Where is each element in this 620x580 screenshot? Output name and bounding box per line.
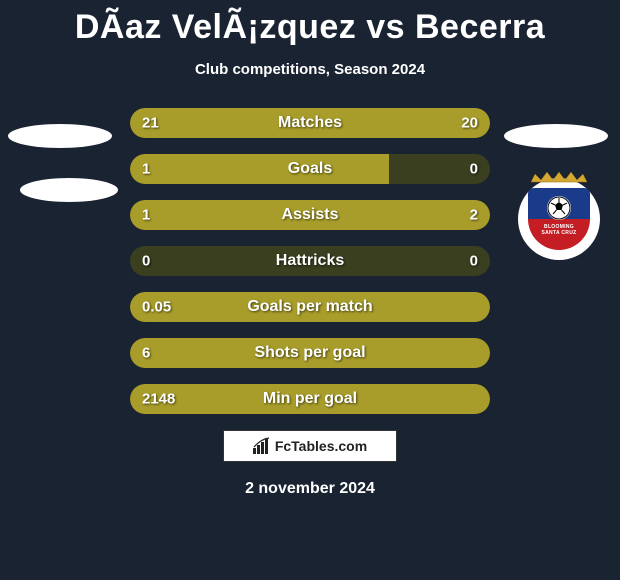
stat-label: Assists <box>282 206 339 224</box>
stat-label: Matches <box>278 114 342 132</box>
brand-text: FcTables.com <box>275 438 367 454</box>
brand-card: FcTables.com <box>223 430 397 462</box>
stat-value-left: 1 <box>142 207 150 224</box>
stat-bar-shots-per-goal: 6 Shots per goal <box>130 338 490 368</box>
stat-value-right: 2 <box>470 207 478 224</box>
stat-label: Goals <box>288 160 332 178</box>
stat-value-left: 0.05 <box>142 299 171 316</box>
stat-value-right: 0 <box>470 161 478 178</box>
stat-value-right: 0 <box>470 253 478 270</box>
stat-bars: 21 Matches 20 1 Goals 0 1 Assists 2 <box>0 108 620 414</box>
stat-value-right: 20 <box>461 115 478 132</box>
stat-value-left: 21 <box>142 115 159 132</box>
stat-label: Hattricks <box>276 252 344 270</box>
stat-bar-hattricks: 0 Hattricks 0 <box>130 246 490 276</box>
bar-chart-icon <box>253 437 271 455</box>
stat-value-left: 6 <box>142 345 150 362</box>
stat-label: Goals per match <box>247 298 372 316</box>
stat-value-left: 1 <box>142 161 150 178</box>
page-title: DÃ­az VelÃ¡zquez vs Becerra <box>75 8 545 47</box>
page-subtitle: Club competitions, Season 2024 <box>195 61 425 78</box>
stat-bar-assists: 1 Assists 2 <box>130 200 490 230</box>
stat-value-left: 0 <box>142 253 150 270</box>
comparison-infographic: DÃ­az VelÃ¡zquez vs Becerra Club competi… <box>0 0 620 580</box>
stat-bar-goals-per-match: 0.05 Goals per match <box>130 292 490 322</box>
date-label: 2 november 2024 <box>245 480 375 498</box>
stat-bar-goals: 1 Goals 0 <box>130 154 490 184</box>
stat-bar-matches: 21 Matches 20 <box>130 108 490 138</box>
stat-label: Shots per goal <box>254 344 365 362</box>
stat-bar-min-per-goal: 2148 Min per goal <box>130 384 490 414</box>
stat-label: Min per goal <box>263 390 357 408</box>
stat-value-left: 2148 <box>142 391 175 408</box>
bar-left-fill <box>130 154 389 184</box>
